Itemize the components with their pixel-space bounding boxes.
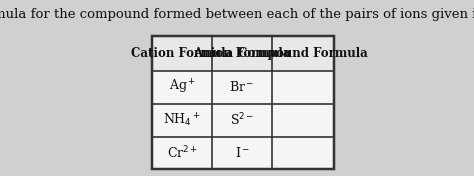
Text: Cr$^{2+}$: Cr$^{2+}$ (166, 145, 198, 161)
Text: I$^-$: I$^-$ (235, 146, 250, 160)
Text: S$^{2-}$: S$^{2-}$ (230, 112, 255, 128)
Text: Ag$^+$: Ag$^+$ (169, 78, 196, 96)
Bar (152, 36, 334, 169)
Bar (152, 104, 334, 137)
Bar (152, 36, 334, 71)
Bar (152, 71, 334, 104)
Bar (152, 137, 334, 169)
Text: Compound Formula: Compound Formula (238, 47, 368, 60)
Text: Write a formula for the compound formed between each of the pairs of ions given : Write a formula for the compound formed … (0, 8, 474, 21)
Text: NH$_4$$^+$: NH$_4$$^+$ (163, 111, 201, 129)
Text: Anion Formula: Anion Formula (193, 47, 291, 60)
Text: Cation Formula: Cation Formula (131, 47, 233, 60)
Text: Br$^-$: Br$^-$ (229, 80, 255, 94)
